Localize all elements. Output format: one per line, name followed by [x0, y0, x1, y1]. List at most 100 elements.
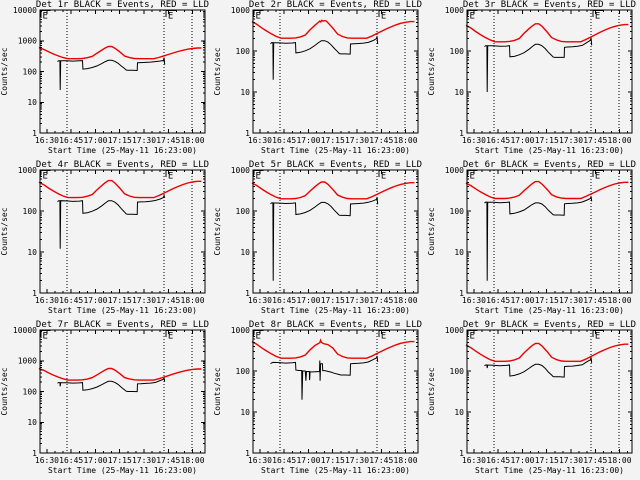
y-axis-title: Counts/sec: [213, 47, 222, 95]
x-tick-label: 16:30: [248, 296, 272, 305]
y-tick-label: 1: [459, 449, 464, 458]
x-tick-label: 17:15: [534, 136, 558, 145]
panel-title: Det 6r BLACK = Events, RED = LLD: [463, 160, 636, 170]
eclipse-flag-label: E: [42, 11, 47, 21]
x-tick-label: 18:00: [181, 456, 205, 465]
plot-frame: [252, 329, 419, 454]
x-tick-label: 17:00: [510, 296, 534, 305]
y-tick-label: 10: [27, 98, 37, 107]
x-tick-label: 16:30: [462, 456, 486, 465]
plot-frame: [252, 9, 419, 134]
plot-frame: [39, 329, 206, 454]
plot-frame: [39, 169, 206, 294]
y-tick-label: 10: [241, 248, 251, 257]
x-tick-label: 18:00: [394, 456, 418, 465]
x-tick-label: 17:00: [83, 456, 107, 465]
plot-frame: [466, 169, 633, 294]
panel-title: Det 3r BLACK = Events, RED = LLD: [463, 0, 636, 10]
events-curve: [483, 196, 592, 281]
panel-det-2r: 1 10 100 1000 E E Det 2r BLACK = Events, RED =…: [213, 0, 426, 160]
y-tick-label: 1: [32, 129, 37, 138]
eclipse-flag-label: E: [256, 11, 261, 21]
x-tick-label: 16:30: [35, 456, 59, 465]
eclipse-flag-label: E: [256, 171, 261, 181]
x-tick-label: 16:30: [462, 296, 486, 305]
y-axis-title: Counts/sec: [213, 207, 222, 255]
panel-title: Det 7r BLACK = Events, RED = LLD: [36, 320, 209, 330]
x-tick-label: 17:30: [132, 456, 156, 465]
y-axis-title: Counts/sec: [213, 367, 222, 415]
y-tick-label: 1: [32, 449, 37, 458]
events-curve: [270, 36, 379, 80]
x-tick-label: 17:00: [510, 456, 534, 465]
x-tick-label: 17:00: [83, 136, 107, 145]
panel-det-1r: 1 10 100 1000 10000 E E Det 1r BLACK = Events, …: [0, 0, 213, 160]
eclipse-flag-label: E: [168, 331, 173, 341]
x-tick-label: 17:30: [132, 296, 156, 305]
x-tick-label: 17:45: [583, 136, 607, 145]
x-tick-label: 17:45: [156, 456, 180, 465]
x-tick-label: 17:15: [108, 456, 132, 465]
x-tick-label: 16:45: [273, 456, 297, 465]
y-tick-label: 1000: [231, 6, 250, 15]
panel-det-7r: 1 10 100 1000 10000 E E Det 7r BLACK = Events, …: [0, 320, 213, 480]
panel-det-6r: 1 10 100 1000 E E Det 6r BLACK = Events, RED =…: [427, 160, 640, 320]
x-tick-label: 16:45: [486, 296, 510, 305]
y-tick-label: 1000: [444, 166, 463, 175]
eclipse-flag-label: E: [168, 171, 173, 181]
x-axis-title: Start Time (25-May-11 16:23:00): [475, 146, 624, 155]
x-tick-label: 17:45: [583, 296, 607, 305]
eclipse-flag-label: E: [381, 11, 386, 21]
lld-curve: [251, 181, 415, 200]
x-axis-title: Start Time (25-May-11 16:23:00): [475, 306, 624, 315]
x-tick-label: 17:30: [559, 456, 583, 465]
y-axis-title: Counts/sec: [0, 47, 9, 95]
y-tick-label: 10000: [13, 6, 37, 15]
panel-det-3r: 1 10 100 1000 E E Det 3r BLACK = Events, RED =…: [427, 0, 640, 160]
events-curve: [57, 57, 166, 91]
eclipse-flag-label: E: [256, 331, 261, 341]
y-axis-title: Counts/sec: [0, 367, 9, 415]
eclipse-flag-label: E: [168, 11, 173, 21]
y-tick-label: 1000: [444, 326, 463, 335]
y-tick-label: 10000: [13, 326, 37, 335]
y-tick-label: 100: [236, 367, 251, 376]
y-tick-label: 1: [246, 129, 251, 138]
y-tick-label: 1000: [444, 6, 463, 15]
y-tick-label: 100: [23, 207, 38, 216]
x-tick-label: 18:00: [607, 296, 631, 305]
lld-curve: [38, 179, 202, 199]
y-tick-label: 100: [449, 367, 464, 376]
panel-title: Det 2r BLACK = Events, RED = LLD: [249, 0, 422, 10]
eclipse-flag-label: E: [469, 331, 474, 341]
x-tick-label: 17:30: [559, 296, 583, 305]
x-tick-label: 18:00: [607, 456, 631, 465]
plot-frame: [466, 329, 633, 454]
y-tick-label: 1000: [231, 326, 250, 335]
y-tick-label: 10: [241, 88, 251, 97]
x-axis-title: Start Time (25-May-11 16:23:00): [48, 466, 197, 475]
lld-curve: [465, 180, 629, 200]
x-tick-label: 17:15: [534, 296, 558, 305]
x-tick-label: 17:00: [297, 456, 321, 465]
y-tick-label: 100: [236, 47, 251, 56]
plot-frame: [252, 169, 419, 294]
x-tick-label: 17:45: [370, 456, 394, 465]
x-tick-label: 16:30: [248, 136, 272, 145]
x-axis-title: Start Time (25-May-11 16:23:00): [475, 466, 624, 475]
x-tick-label: 18:00: [394, 136, 418, 145]
lld-curve: [38, 367, 202, 381]
x-tick-label: 17:30: [345, 296, 369, 305]
y-tick-label: 10: [454, 248, 464, 257]
eclipse-flag-label: E: [42, 331, 47, 341]
x-tick-label: 16:45: [486, 136, 510, 145]
y-axis-title: Counts/sec: [0, 207, 9, 255]
